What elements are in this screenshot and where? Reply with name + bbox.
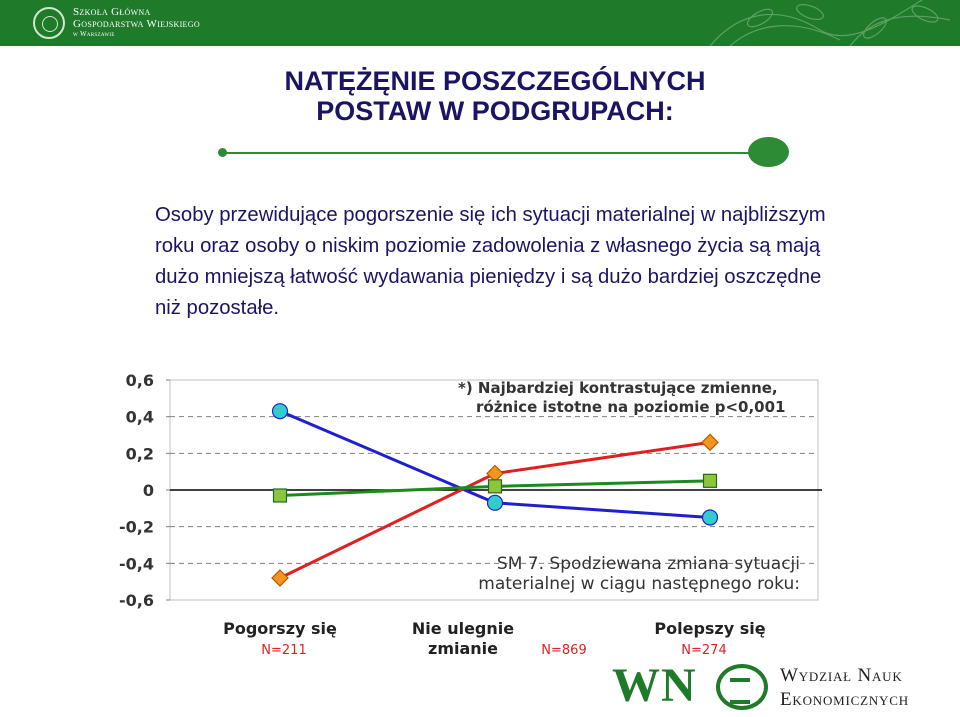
data-point-red — [271, 569, 289, 587]
y-tick-label: -0,2 — [119, 518, 154, 537]
x-axis-count-label: N=869 — [541, 643, 586, 658]
x-axis-category-label: Nie ulegnie — [412, 619, 514, 638]
school-name-line2: Gospodarstwa Wiejskiego — [73, 18, 200, 30]
y-tick-label: 0,2 — [126, 444, 154, 463]
x-axis-category-label: zmianie — [428, 639, 498, 658]
school-name: Szkoła Główna Gospodarstwa Wiejskiego w … — [73, 6, 200, 39]
x-axis-category-label: Pogorszy się — [223, 619, 337, 638]
slide-title-line1: NATĘŻĘNIE POSZCZEGÓLNYCH — [284, 66, 706, 96]
data-point-blue — [701, 509, 719, 526]
faculty-name: Wydział Nauk Ekonomicznych — [780, 664, 909, 712]
title-divider-dot — [218, 148, 227, 157]
y-tick-label: -0,4 — [119, 554, 154, 573]
slide-title: NATĘŻĘNIE POSZCZEGÓLNYCH POSTAW W PODGRU… — [180, 66, 810, 126]
y-axis-ticks: 0,6 0,4 0,2 0 -0,2 -0,4 -0,6 — [119, 372, 170, 610]
data-point-blue — [271, 403, 289, 420]
school-name-line1: Szkoła Główna — [73, 6, 151, 18]
chart-note: *) Najbardziej kontrastujące zmienne,róż… — [458, 379, 786, 416]
faculty-logo-mark: WN — [612, 659, 697, 712]
title-divider — [222, 152, 750, 154]
x-axis-category-label: Polepszy się — [654, 619, 765, 638]
chart-caption-line: materialnej w ciągu następnego roku: — [478, 574, 800, 594]
data-point-green — [487, 479, 503, 494]
data-point-blue — [486, 494, 504, 511]
summary-paragraph: Osoby przewidujące pogorszenie się ich s… — [155, 204, 826, 319]
line-chart: 0,6 0,4 0,2 0 -0,2 -0,4 -0,6 *) Najbardziej ko… — [119, 372, 822, 658]
chart-note-line: *) Najbardziej kontrastujące zmienne, — [458, 379, 778, 397]
faculty-logo-emblem-icon — [716, 664, 768, 710]
series-markers — [271, 403, 719, 587]
data-point-green — [272, 488, 288, 503]
slide-title-line2: POSTAW W PODGRUPACH: — [316, 96, 674, 126]
university-seal-icon — [33, 7, 65, 39]
chart-caption-line: SM 7. Spodziewana zmiana sytuacji — [497, 554, 800, 574]
y-tick-label: 0 — [143, 481, 154, 500]
x-axis-count-label: N=211 — [261, 643, 306, 658]
faculty-name-line1: Wydział Nauk — [780, 665, 903, 686]
chart-caption: SM 7. Spodziewana zmiana sytuacjimateria… — [478, 554, 800, 594]
chart-note-line: różnice istotne na poziomie p<0,001 — [476, 398, 786, 416]
y-tick-label: -0,6 — [119, 591, 154, 610]
x-axis-count-label: N=274 — [681, 643, 726, 658]
faculty-name-line2: Ekonomicznych — [780, 689, 909, 710]
header-bar: Szkoła Główna Gospodarstwa Wiejskiego w … — [0, 0, 960, 46]
school-name-line3: w Warszawie — [73, 30, 115, 38]
data-point-green — [702, 473, 718, 488]
title-divider-circle — [748, 137, 789, 167]
leaf-pattern-decoration — [709, 0, 951, 46]
data-point-red — [701, 433, 719, 452]
y-tick-label: 0,6 — [126, 372, 154, 390]
faculty-logo: WN Wydział Nauk Ekonomicznych — [612, 660, 952, 715]
y-tick-label: 0,4 — [126, 408, 154, 427]
